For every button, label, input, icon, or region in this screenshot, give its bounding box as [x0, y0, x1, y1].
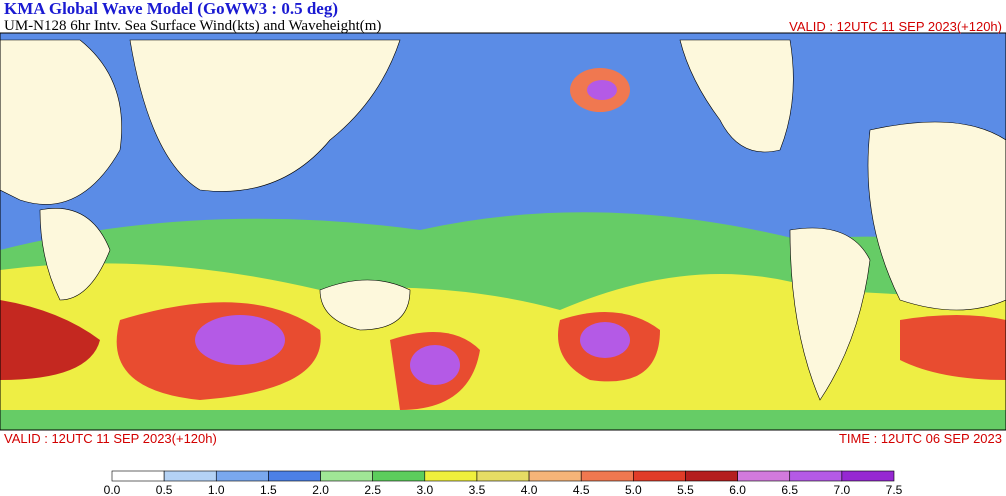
colorbar-label: 2.0: [312, 483, 329, 496]
wave-zone: [410, 345, 460, 385]
colorbar-label: 1.5: [260, 483, 277, 496]
colorbar-box: [320, 470, 373, 482]
wave-zone: [900, 315, 1006, 380]
colorbar-box: [215, 470, 269, 482]
valid-time: VALID : 12UTC 11 SEP 2023(+120h): [4, 431, 217, 446]
colorbar-box: [528, 470, 582, 482]
colorbar-label: 7.5: [886, 483, 903, 496]
colorbar-label: 3.0: [416, 483, 433, 496]
colorbar-box: [737, 470, 791, 482]
issue-time: TIME : 12UTC 06 SEP 2023: [839, 431, 1002, 446]
colorbar-label: 1.0: [208, 483, 225, 496]
land: [789, 227, 871, 401]
colorbar-box: [841, 470, 895, 482]
wave-zone: [0, 300, 100, 380]
land: [39, 208, 111, 301]
colorbar-label: 7.0: [834, 483, 851, 496]
colorbar-box: [111, 470, 165, 482]
colorbar-box: [580, 470, 634, 482]
wave-zone: [587, 80, 617, 100]
land: [679, 39, 794, 153]
colorbar: 0.0 0.5 1.0 1.5 2.0 2.5 3.0 3.5 4.0 4.5 5.0 5.5 6.0 6…: [104, 470, 903, 496]
colorbar-label: 0.5: [156, 483, 173, 496]
colorbar-label: 0.0: [104, 483, 121, 496]
wave-zone: [580, 322, 630, 358]
subtitle: UM-N128 6hr Intv. Sea Surface Wind(kts) …: [4, 18, 381, 34]
colorbar-label: 6.0: [729, 483, 746, 496]
colorbar-label: 5.5: [677, 483, 694, 496]
valid-time: VALID : 12UTC 11 SEP 2023(+120h): [789, 19, 1002, 34]
map-frame: [0, 32, 1006, 431]
colorbar-label: 2.5: [364, 483, 381, 496]
colorbar-box: [789, 470, 843, 482]
colorbar-box: [633, 470, 686, 482]
map: [0, 32, 1006, 431]
land: [867, 121, 1006, 311]
wave-zone: [195, 315, 285, 365]
colorbar-label: 3.5: [469, 483, 486, 496]
colorbar-box: [163, 470, 217, 482]
colorbar-box: [685, 470, 738, 482]
land: [0, 39, 122, 205]
colorbar-label: 4.5: [573, 483, 590, 496]
land: [129, 39, 401, 192]
colorbar-label: 4.0: [521, 483, 538, 496]
colorbar-box: [424, 470, 478, 482]
title: KMA Global Wave Model (GoWW3 : 0.5 deg): [4, 0, 338, 18]
colorbar-box: [476, 470, 530, 482]
colorbar-label: 6.5: [781, 483, 798, 496]
land: [319, 279, 411, 331]
colorbar-box: [268, 470, 321, 482]
colorbar-label: 5.0: [625, 483, 642, 496]
colorbar-box: [372, 470, 426, 482]
